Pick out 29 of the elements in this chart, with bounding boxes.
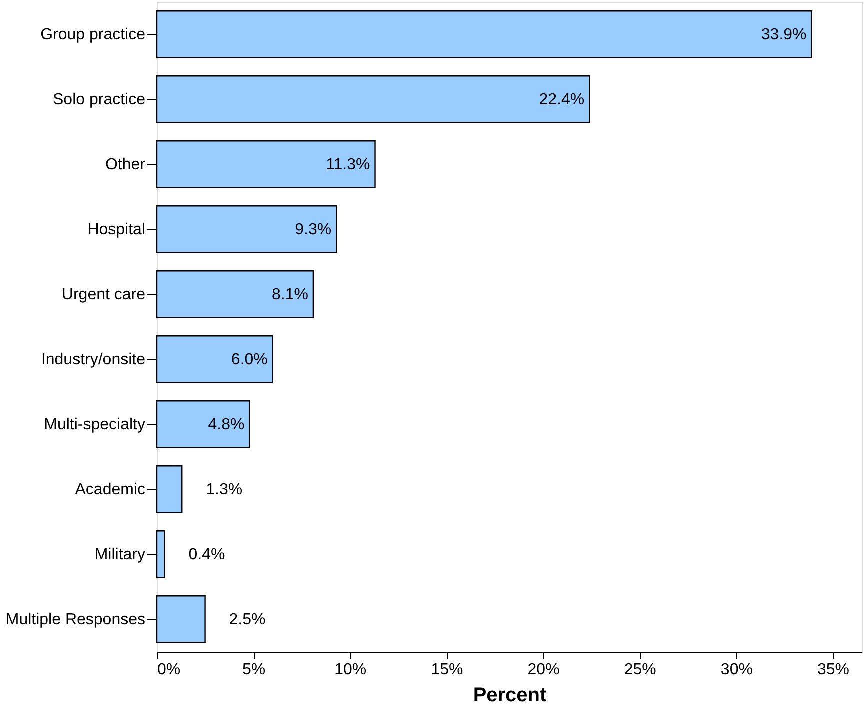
y-tick-label: Military (94, 546, 146, 564)
data-label: 6.0% (231, 352, 268, 368)
x-tick-label: 35% (818, 662, 850, 678)
y-tick-label: Other (105, 156, 146, 174)
y-tick-label: Multi-specialty (44, 416, 146, 434)
y-tick-label: Urgent care (62, 286, 146, 304)
y-tick-label: Solo practice (53, 92, 146, 108)
x-axis-title: Percent (473, 684, 548, 706)
data-label: 33.9% (761, 26, 807, 44)
y-tick-label: Academic (75, 482, 146, 498)
data-label: 2.5% (229, 612, 266, 628)
data-label: 22.4% (539, 92, 585, 108)
data-label: 9.3% (295, 222, 332, 238)
x-tick-label: 20% (528, 662, 560, 678)
x-tick-label: 5% (242, 662, 266, 678)
data-label: 1.3% (206, 482, 243, 498)
x-tick-label: 10% (334, 662, 367, 678)
y-tick-label: Industry/onsite (41, 352, 146, 368)
x-tick-label: 0% (158, 662, 181, 678)
data-label: 4.8% (208, 416, 245, 434)
x-tick-label: 25% (624, 662, 656, 678)
data-label: 0.4% (188, 546, 226, 564)
data-label: 11.3% (326, 156, 370, 174)
y-tick-label: Multiple Responses (6, 612, 146, 628)
y-tick-label: Group practice (40, 26, 146, 44)
x-tick-label: 15% (431, 662, 464, 678)
x-tick-label: 30% (720, 662, 753, 678)
y-tick-label: Hospital (88, 222, 146, 238)
data-label: 8.1% (272, 286, 308, 304)
